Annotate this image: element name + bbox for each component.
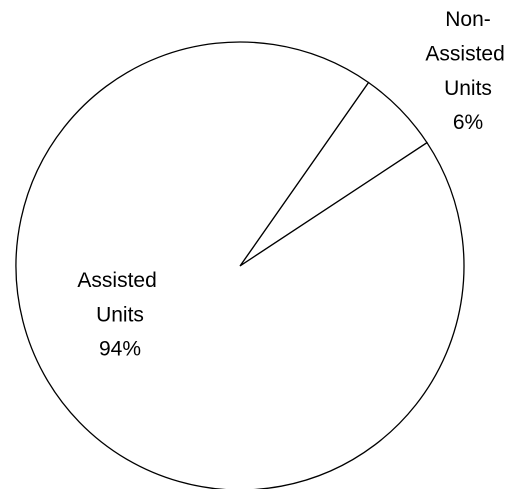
slice-value-label: 94% [99, 338, 141, 361]
slice-label-line: Assisted [77, 269, 162, 292]
slice-label-line: Units [444, 77, 492, 100]
slice-value-label: 6% [453, 111, 483, 134]
pie-slice [15, 41, 465, 489]
slice-label: Non- Assisted Units [425, 8, 510, 100]
slice-label-line: Assisted [425, 42, 510, 65]
slice-label-line: Units [96, 303, 144, 326]
slice-label-line: Non- [445, 8, 491, 31]
slice-label: Assisted Units [77, 269, 162, 327]
